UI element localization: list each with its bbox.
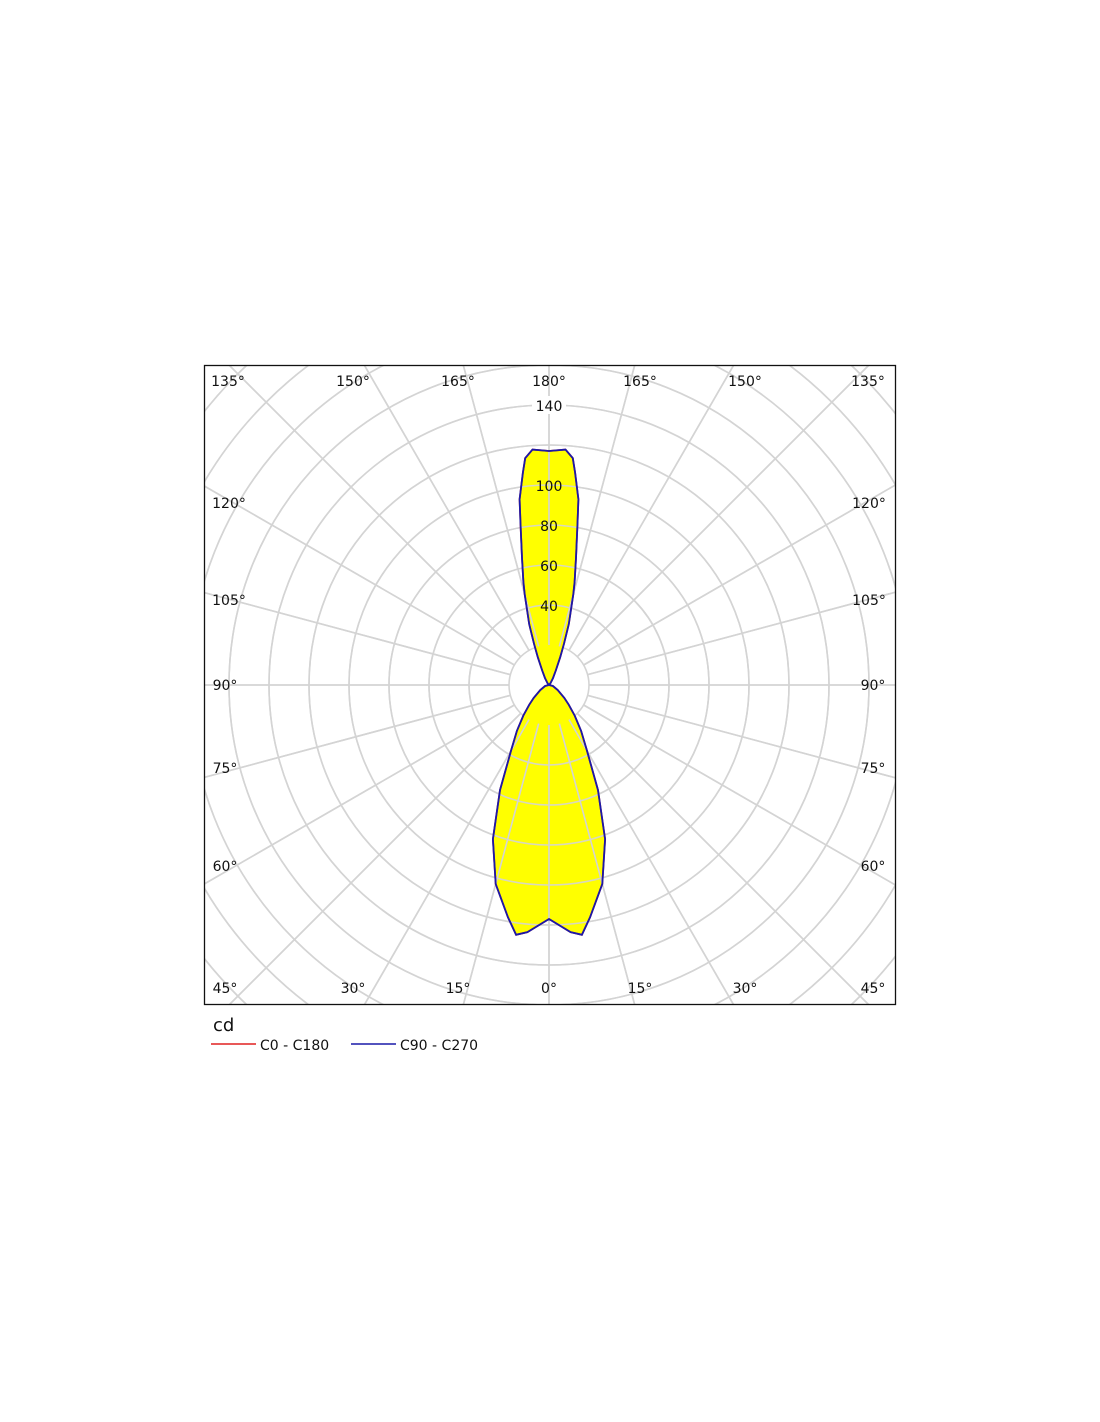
angle-label: 90° [213, 678, 238, 694]
angle-label: 165° [623, 374, 657, 390]
radial-label-bg [532, 396, 566, 414]
radial-labels: 40 60 80 100 140 [532, 396, 566, 615]
angle-label: 75° [861, 761, 886, 777]
grid-spoke-overlay [558, 366, 636, 647]
angle-label: 0° [541, 981, 557, 997]
curves [205, 366, 895, 1004]
angle-label: 15° [446, 981, 471, 997]
grid-spoke-overlay [587, 694, 895, 779]
angle-label: 135° [211, 374, 245, 390]
legend-label-c0-c180: C0 - C180 [260, 1038, 329, 1054]
radial-label: 80 [540, 519, 558, 535]
legend-label-c90-c270: C90 - C270 [400, 1038, 478, 1054]
series-curve-c90-c270 [491, 448, 607, 936]
grid-spoke-overlay [228, 712, 522, 1004]
radial-label: 100 [536, 479, 563, 495]
unit-label: cd [213, 1015, 234, 1036]
grid-spoke-overlay [205, 704, 515, 885]
grid-spoke-overlay [568, 366, 735, 651]
grid-spoke-overlay [568, 719, 735, 1004]
grid-spoke-overlay [228, 366, 522, 658]
grid-spoke-overlay [462, 366, 540, 647]
angle-label: 150° [728, 374, 762, 390]
radial-label: 140 [536, 399, 563, 415]
angle-label: 90° [861, 678, 886, 694]
grid-spoke [587, 694, 895, 779]
angle-label: 30° [341, 981, 366, 997]
radial-label: 60 [540, 559, 558, 575]
angle-label: 60° [213, 859, 238, 875]
angle-label: 180° [532, 374, 566, 390]
grid-spoke-overlay [576, 366, 870, 658]
angle-label: 60° [861, 859, 886, 875]
angle-label: 45° [861, 981, 886, 997]
angle-label: 45° [213, 981, 238, 997]
angle-labels: 135° 150° 165° 180° 165° 150° 135° 120° 105° 90° 7… [211, 374, 886, 997]
angle-label: 150° [336, 374, 370, 390]
radial-label: 40 [540, 599, 558, 615]
grid-spoke-overlay [462, 723, 540, 1004]
angle-label: 165° [441, 374, 475, 390]
angle-label: 15° [628, 981, 653, 997]
intensity-fill [492, 449, 606, 935]
grid-spoke [587, 591, 895, 676]
legend: C0 - C180 C90 - C270 [211, 1038, 478, 1054]
grid-spoke-overlay [583, 704, 895, 886]
grid-spoke-overlay [583, 484, 895, 666]
chart-frame [203, 364, 897, 1006]
angle-label: 120° [852, 496, 886, 512]
grid-spoke-overlay [363, 719, 530, 1004]
grid-spoke-overlay [363, 366, 530, 651]
grid-spoke-overlay [205, 694, 511, 779]
grid-spoke-overlay [205, 485, 515, 666]
grid-spoke-overlay [205, 591, 511, 676]
angle-label: 30° [733, 981, 758, 997]
angle-label: 120° [212, 496, 246, 512]
grid-spoke-overlay [587, 591, 895, 676]
angle-label: 75° [213, 761, 238, 777]
angle-label: 105° [212, 593, 246, 609]
angle-label: 135° [851, 374, 885, 390]
angle-label: 105° [852, 593, 886, 609]
grid-spoke-overlay [576, 712, 870, 1004]
grid-spoke-overlay [558, 723, 636, 1004]
